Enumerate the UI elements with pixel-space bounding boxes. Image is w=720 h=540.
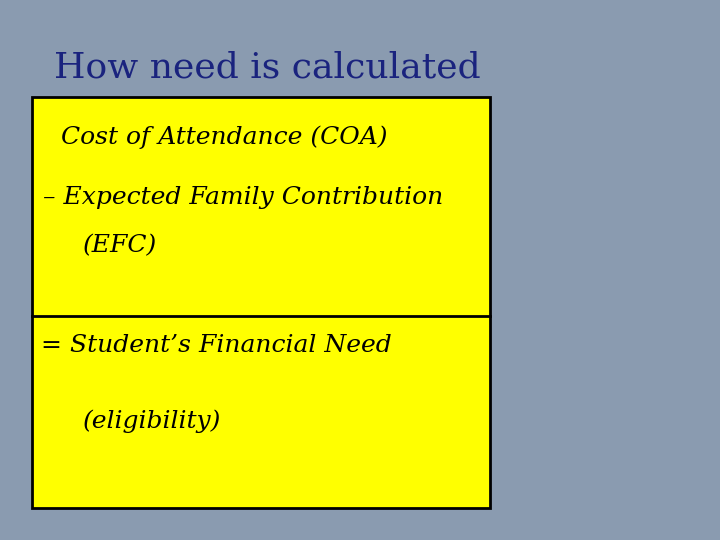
- Text: How need is calculated: How need is calculated: [54, 51, 481, 84]
- Text: = Student’s Financial Need: = Student’s Financial Need: [41, 334, 392, 357]
- Text: (eligibility): (eligibility): [83, 409, 221, 433]
- FancyBboxPatch shape: [32, 97, 490, 508]
- Text: – Expected Family Contribution: – Expected Family Contribution: [43, 186, 444, 208]
- Text: (EFC): (EFC): [83, 234, 157, 257]
- Text: Cost of Attendance (COA): Cost of Attendance (COA): [61, 126, 387, 150]
